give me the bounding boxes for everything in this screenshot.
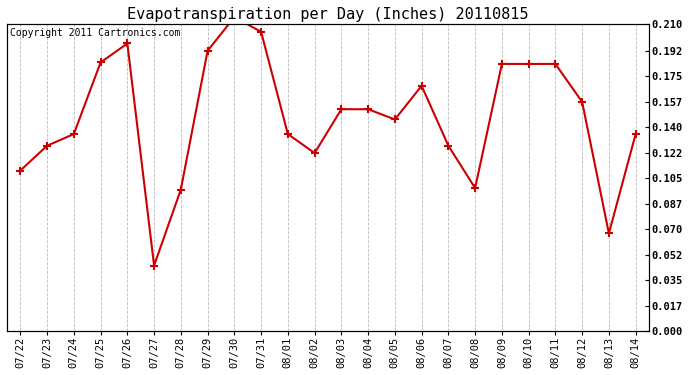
Title: Evapotranspiration per Day (Inches) 20110815: Evapotranspiration per Day (Inches) 2011… [127, 7, 529, 22]
Text: Copyright 2011 Cartronics.com: Copyright 2011 Cartronics.com [10, 28, 181, 38]
